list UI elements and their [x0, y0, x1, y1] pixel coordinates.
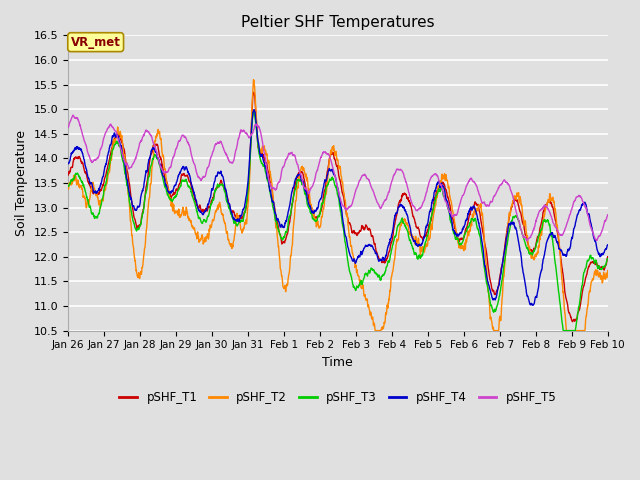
pSHF_T5 — [69, 112, 77, 118]
pSHF_T4 — [589, 228, 596, 234]
pSHF_T1 — [64, 171, 72, 177]
Line: pSHF_T4: pSHF_T4 — [68, 109, 608, 305]
pSHF_T4 — [64, 161, 72, 167]
pSHF_T3 — [604, 256, 612, 262]
pSHF_T4 — [250, 107, 258, 112]
pSHF_T4 — [312, 207, 320, 213]
pSHF_T5 — [312, 169, 320, 175]
Line: pSHF_T2: pSHF_T2 — [68, 80, 608, 331]
pSHF_T3 — [588, 255, 596, 261]
pSHF_T5 — [589, 229, 596, 235]
Text: VR_met: VR_met — [71, 36, 120, 48]
pSHF_T2 — [327, 147, 335, 153]
pSHF_T2 — [250, 77, 257, 83]
pSHF_T1 — [588, 259, 596, 265]
Line: pSHF_T1: pSHF_T1 — [68, 92, 608, 322]
Line: pSHF_T5: pSHF_T5 — [68, 115, 608, 240]
pSHF_T3 — [589, 255, 596, 261]
X-axis label: Time: Time — [323, 356, 353, 369]
pSHF_T2 — [604, 268, 612, 274]
pSHF_T1 — [92, 189, 99, 195]
pSHF_T2 — [490, 326, 497, 332]
pSHF_T5 — [64, 125, 72, 131]
Legend: pSHF_T1, pSHF_T2, pSHF_T3, pSHF_T4, pSHF_T5: pSHF_T1, pSHF_T2, pSHF_T3, pSHF_T4, pSHF… — [115, 387, 561, 409]
pSHF_T2 — [64, 186, 72, 192]
pSHF_T5 — [92, 156, 100, 162]
pSHF_T4 — [604, 242, 612, 248]
pSHF_T5 — [604, 212, 612, 218]
Y-axis label: Soil Temperature: Soil Temperature — [15, 130, 28, 236]
pSHF_T4 — [92, 188, 99, 194]
pSHF_T3 — [490, 309, 497, 314]
pSHF_T4 — [327, 168, 335, 173]
pSHF_T1 — [589, 259, 596, 264]
pSHF_T3 — [64, 183, 72, 189]
pSHF_T1 — [250, 89, 258, 95]
pSHF_T4 — [588, 227, 596, 233]
pSHF_T2 — [312, 224, 320, 230]
pSHF_T1 — [327, 152, 335, 158]
pSHF_T1 — [490, 288, 497, 293]
pSHF_T2 — [589, 276, 596, 282]
pSHF_T3 — [250, 108, 258, 114]
pSHF_T5 — [490, 195, 497, 201]
pSHF_T1 — [604, 254, 612, 260]
pSHF_T1 — [569, 319, 577, 324]
pSHF_T2 — [371, 328, 379, 334]
pSHF_T5 — [588, 228, 596, 234]
pSHF_T1 — [312, 215, 320, 220]
pSHF_T3 — [559, 328, 567, 334]
pSHF_T4 — [490, 297, 497, 303]
pSHF_T5 — [524, 238, 531, 243]
pSHF_T3 — [327, 177, 335, 182]
Line: pSHF_T3: pSHF_T3 — [68, 111, 608, 331]
Title: Peltier SHF Temperatures: Peltier SHF Temperatures — [241, 15, 435, 30]
pSHF_T5 — [327, 156, 335, 162]
pSHF_T2 — [92, 191, 99, 197]
pSHF_T2 — [588, 277, 596, 283]
pSHF_T3 — [312, 217, 320, 223]
pSHF_T4 — [529, 302, 537, 308]
pSHF_T3 — [92, 215, 99, 220]
